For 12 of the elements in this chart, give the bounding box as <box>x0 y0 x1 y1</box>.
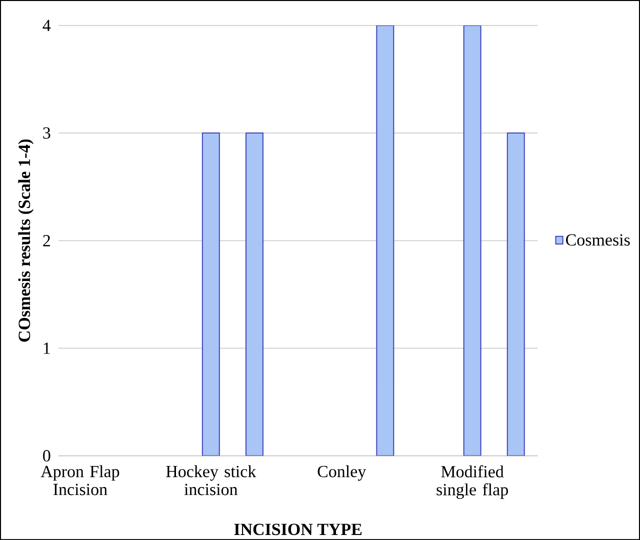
legend-label: Cosmesis <box>566 234 630 246</box>
y-tick-label: 0 <box>43 450 50 462</box>
x-tick-label: Conley <box>318 465 366 481</box>
y-tick-label: 2 <box>43 234 50 246</box>
y-tick-label: 4 <box>42 20 51 31</box>
x-axis-title: INCISION TYPE <box>234 524 362 536</box>
x-tick-label: Apron Flap Incision <box>40 465 120 496</box>
x-tick-label: Hockey stick incision <box>166 465 256 496</box>
y-axis-title: COsmesis results (Scale 1-4) <box>18 139 34 342</box>
y-tick-label: 1 <box>44 342 50 354</box>
x-tick-label: Modified single flap <box>436 465 508 499</box>
y-tick-label: 3 <box>43 127 50 139</box>
